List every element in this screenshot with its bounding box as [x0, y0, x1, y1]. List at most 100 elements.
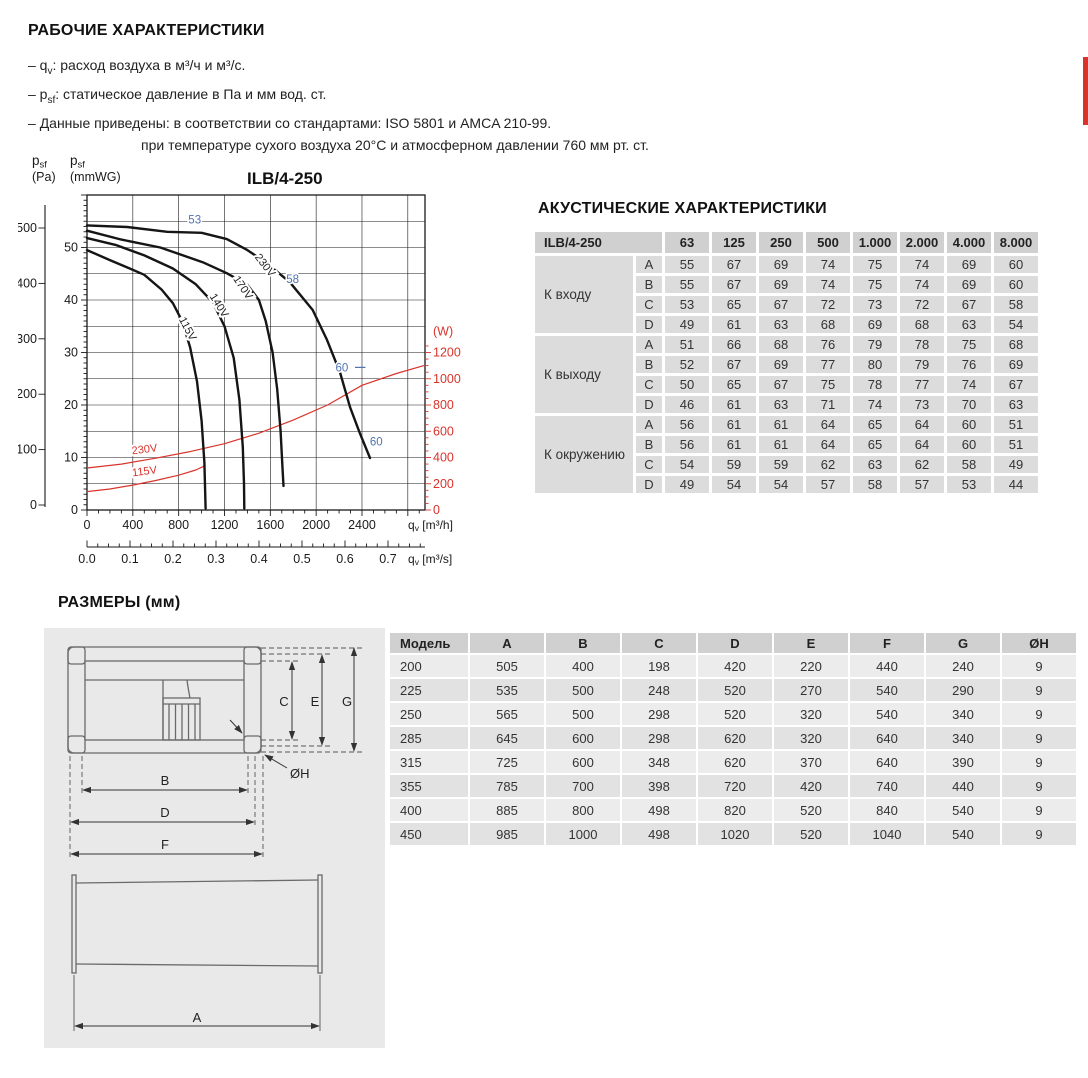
value-cell: 540 — [850, 679, 924, 701]
svg-text:30: 30 — [64, 346, 78, 360]
spectrum-letter: C — [636, 456, 662, 473]
power-axis-ticks — [425, 345, 431, 511]
value-cell: 61 — [759, 416, 803, 433]
table-row: 285 645 600 298 620 320 640 340 9 — [390, 727, 1076, 749]
table-row: К окружению A 56 61 61 64 65 64 60 51 — [535, 416, 1038, 493]
value-cell: 77 — [900, 376, 944, 393]
value-cell: 68 — [806, 316, 850, 333]
value-cell: 74 — [853, 396, 897, 413]
dimension-letters: C E G B D F ØH A — [160, 694, 352, 1025]
acoustic-group-label: К входу — [535, 256, 633, 333]
svg-text:(mmWG): (mmWG) — [70, 170, 121, 184]
flow-h-axis-ticks — [86, 510, 420, 516]
svg-text:psf: psf — [32, 153, 47, 171]
value-cell: 50 — [665, 376, 709, 393]
value-cell: 60 — [994, 256, 1038, 273]
value-cell: 70 — [947, 396, 991, 413]
value-cell: 68 — [900, 316, 944, 333]
dim-label-g: G — [342, 694, 352, 709]
svg-text:50: 50 — [64, 241, 78, 255]
freq-header: 250 — [759, 232, 803, 253]
value-cell: 68 — [994, 336, 1038, 353]
note-line: – Данные приведены: в соответствии со ст… — [28, 114, 552, 131]
value-cell: 69 — [947, 256, 991, 273]
spectrum-letter: B — [636, 356, 662, 373]
spectrum-letter: A — [636, 256, 662, 273]
table-row: 355 785 700 398 720 420 740 440 9 — [390, 775, 1076, 797]
dimensions-table: Модель A B C D E F G ØH 200 505 400 198 420 220 440 240 9… — [388, 631, 1078, 847]
svg-text:0: 0 — [84, 518, 91, 532]
value-cell: 73 — [853, 296, 897, 313]
spectrum-letter: D — [636, 316, 662, 333]
svg-text:500: 500 — [18, 221, 37, 235]
value-cell: 9 — [1002, 655, 1076, 677]
value-cell: 54 — [665, 456, 709, 473]
curve-label-230V: 230V — [131, 442, 159, 457]
value-cell: 535 — [470, 679, 544, 701]
value-cell: 64 — [900, 416, 944, 433]
value-cell: 56 — [665, 416, 709, 433]
value-cell: 9 — [1002, 703, 1076, 725]
value-cell: 68 — [759, 336, 803, 353]
dimensions-drawing-panel: C E G B D F ØH A — [44, 628, 385, 1048]
value-cell: 61 — [712, 436, 756, 453]
value-cell: 54 — [759, 476, 803, 493]
power-curve-115V — [86, 464, 206, 493]
dims-column-header: G — [926, 633, 1000, 653]
page-edge-marker — [1083, 57, 1088, 125]
value-cell: 65 — [853, 416, 897, 433]
working-characteristics-title: РАБОЧИЕ ХАРАКТЕРИСТИКИ — [28, 22, 265, 39]
value-cell: 79 — [900, 356, 944, 373]
working-characteristics-notes: – qv: расход воздуха в м³/ч и м³/с. – psf… — [28, 54, 649, 156]
spectrum-letter: B — [636, 276, 662, 293]
acoustic-group-label: К выходу — [535, 336, 633, 413]
note-line: при температуре сухого воздуха 20°C и ат… — [141, 136, 649, 153]
model-cell: 225 — [390, 679, 468, 701]
svg-text:0: 0 — [71, 503, 78, 517]
dim-label-c: C — [279, 694, 288, 709]
value-cell: 65 — [712, 376, 756, 393]
svg-text:0.5: 0.5 — [293, 552, 310, 566]
svg-text:1200: 1200 — [433, 346, 461, 360]
value-cell: 60 — [994, 276, 1038, 293]
value-cell: 79 — [853, 336, 897, 353]
value-cell: 440 — [850, 655, 924, 677]
model-cell: 450 — [390, 823, 468, 845]
spectrum-letter: A — [636, 416, 662, 433]
value-cell: 740 — [850, 775, 924, 797]
note-line: – psf: статическое давление в Па и мм во… — [28, 85, 327, 106]
value-cell: 398 — [622, 775, 696, 797]
svg-text:40: 40 — [64, 293, 78, 307]
value-cell: 78 — [853, 376, 897, 393]
noise-db-label: 58 — [286, 274, 299, 286]
value-cell: 61 — [712, 416, 756, 433]
value-cell: 63 — [994, 396, 1038, 413]
dim-label-e: E — [311, 694, 320, 709]
mmwg-tick-labels: 0 10 20 30 40 50 — [64, 241, 78, 518]
value-cell: 600 — [546, 751, 620, 773]
svg-text:300: 300 — [18, 332, 37, 346]
value-cell: 620 — [698, 727, 772, 749]
value-cell: 69 — [853, 316, 897, 333]
value-cell: 340 — [926, 703, 1000, 725]
value-cell: 64 — [806, 436, 850, 453]
pressure-curve-140V — [85, 236, 246, 510]
table-row: 400 885 800 498 820 520 840 540 9 — [390, 799, 1076, 821]
value-cell: 720 — [698, 775, 772, 797]
value-cell: 65 — [853, 436, 897, 453]
axis-unit-label: qv [m³/s] — [408, 552, 452, 567]
value-cell: 59 — [759, 456, 803, 473]
value-cell: 9 — [1002, 751, 1076, 773]
value-cell: 75 — [853, 276, 897, 293]
flow-s-axis-ticks — [86, 540, 421, 547]
value-cell: 51 — [665, 336, 709, 353]
value-cell: 500 — [546, 679, 620, 701]
value-cell: 57 — [806, 476, 850, 493]
value-cell: 420 — [774, 775, 848, 797]
value-cell: 76 — [947, 356, 991, 373]
value-cell: 69 — [947, 276, 991, 293]
value-cell: 320 — [774, 727, 848, 749]
dimension-lines — [70, 647, 358, 858]
svg-text:100: 100 — [18, 443, 37, 457]
svg-text:400: 400 — [18, 276, 37, 290]
